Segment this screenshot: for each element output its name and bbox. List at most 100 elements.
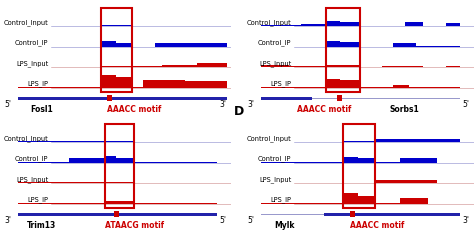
- Text: LPS_Input: LPS_Input: [259, 60, 292, 67]
- Bar: [312, 98, 460, 99]
- Polygon shape: [405, 22, 423, 26]
- Polygon shape: [400, 158, 437, 163]
- Polygon shape: [326, 41, 340, 47]
- Text: AAACC motif: AAACC motif: [297, 105, 351, 114]
- Polygon shape: [261, 203, 343, 204]
- Polygon shape: [18, 203, 105, 204]
- Polygon shape: [105, 182, 134, 183]
- Text: 5': 5': [5, 100, 12, 109]
- Polygon shape: [393, 85, 409, 88]
- Bar: [326, 8, 360, 92]
- Text: 5': 5': [219, 216, 227, 225]
- Polygon shape: [18, 46, 100, 47]
- Polygon shape: [326, 65, 360, 67]
- Polygon shape: [132, 46, 155, 47]
- Polygon shape: [358, 158, 374, 163]
- Polygon shape: [166, 80, 185, 88]
- Polygon shape: [446, 66, 460, 67]
- Bar: [261, 214, 324, 215]
- Polygon shape: [155, 43, 227, 47]
- Bar: [18, 97, 227, 100]
- Polygon shape: [105, 156, 116, 163]
- Polygon shape: [360, 46, 393, 47]
- Bar: [261, 97, 312, 100]
- Polygon shape: [416, 46, 460, 47]
- Polygon shape: [326, 79, 340, 88]
- Polygon shape: [116, 158, 134, 163]
- Text: Mylk: Mylk: [274, 221, 295, 230]
- Polygon shape: [81, 141, 105, 142]
- Polygon shape: [374, 162, 400, 163]
- Text: 3': 3': [462, 216, 469, 225]
- Text: Control_Input: Control_Input: [4, 19, 48, 26]
- Polygon shape: [18, 87, 100, 88]
- Polygon shape: [100, 75, 116, 88]
- Polygon shape: [132, 87, 143, 88]
- Polygon shape: [326, 21, 340, 26]
- Polygon shape: [340, 22, 360, 26]
- Text: AAACC motif: AAACC motif: [350, 221, 404, 230]
- Polygon shape: [340, 42, 360, 47]
- Text: D: D: [234, 105, 244, 118]
- Text: LPS_Input: LPS_Input: [16, 176, 48, 183]
- Polygon shape: [100, 41, 116, 47]
- Text: Sorbs1: Sorbs1: [390, 105, 419, 114]
- Polygon shape: [374, 139, 460, 142]
- Polygon shape: [143, 80, 166, 88]
- Polygon shape: [105, 201, 120, 204]
- Polygon shape: [340, 80, 360, 88]
- Polygon shape: [400, 198, 428, 204]
- Bar: [18, 213, 218, 216]
- Text: Control_IP: Control_IP: [15, 155, 48, 162]
- Text: ATAACG motif: ATAACG motif: [105, 221, 164, 230]
- Text: LPS_IP: LPS_IP: [27, 196, 48, 203]
- Polygon shape: [289, 66, 326, 67]
- Text: Control_IP: Control_IP: [258, 155, 292, 162]
- Polygon shape: [374, 180, 437, 183]
- Polygon shape: [358, 196, 374, 204]
- Polygon shape: [261, 46, 326, 47]
- Text: Control_Input: Control_Input: [246, 135, 292, 142]
- Polygon shape: [343, 157, 358, 163]
- Text: Control_Input: Control_Input: [246, 19, 292, 26]
- Polygon shape: [18, 182, 105, 183]
- Polygon shape: [120, 201, 134, 204]
- Polygon shape: [18, 141, 81, 142]
- Polygon shape: [162, 64, 197, 67]
- Text: AAACC motif: AAACC motif: [107, 105, 161, 114]
- Text: LPS_IP: LPS_IP: [27, 80, 48, 87]
- Bar: [324, 213, 460, 216]
- Text: 5': 5': [462, 100, 469, 109]
- Polygon shape: [261, 87, 326, 88]
- Polygon shape: [197, 63, 227, 67]
- Polygon shape: [18, 161, 69, 163]
- Text: 5': 5': [247, 216, 255, 225]
- Polygon shape: [185, 81, 227, 88]
- Bar: [114, 211, 119, 217]
- Polygon shape: [261, 65, 289, 67]
- Text: 3': 3': [5, 216, 12, 225]
- Polygon shape: [105, 141, 134, 142]
- Bar: [100, 8, 132, 92]
- Polygon shape: [382, 66, 423, 67]
- Polygon shape: [100, 25, 132, 26]
- Text: 3': 3': [247, 100, 255, 109]
- Polygon shape: [134, 162, 218, 163]
- Polygon shape: [134, 182, 218, 183]
- Polygon shape: [393, 43, 416, 47]
- Polygon shape: [446, 23, 460, 26]
- Polygon shape: [261, 24, 301, 26]
- Text: LPS_IP: LPS_IP: [270, 196, 292, 203]
- Polygon shape: [301, 24, 326, 26]
- Text: B: B: [234, 0, 243, 2]
- Polygon shape: [69, 158, 105, 163]
- Polygon shape: [261, 162, 343, 163]
- Polygon shape: [374, 203, 400, 204]
- Text: LPS_Input: LPS_Input: [259, 176, 292, 183]
- Polygon shape: [116, 43, 132, 47]
- Polygon shape: [343, 141, 374, 142]
- Bar: [337, 95, 342, 101]
- Polygon shape: [100, 66, 132, 67]
- Polygon shape: [116, 77, 132, 88]
- Text: Trim13: Trim13: [27, 221, 56, 230]
